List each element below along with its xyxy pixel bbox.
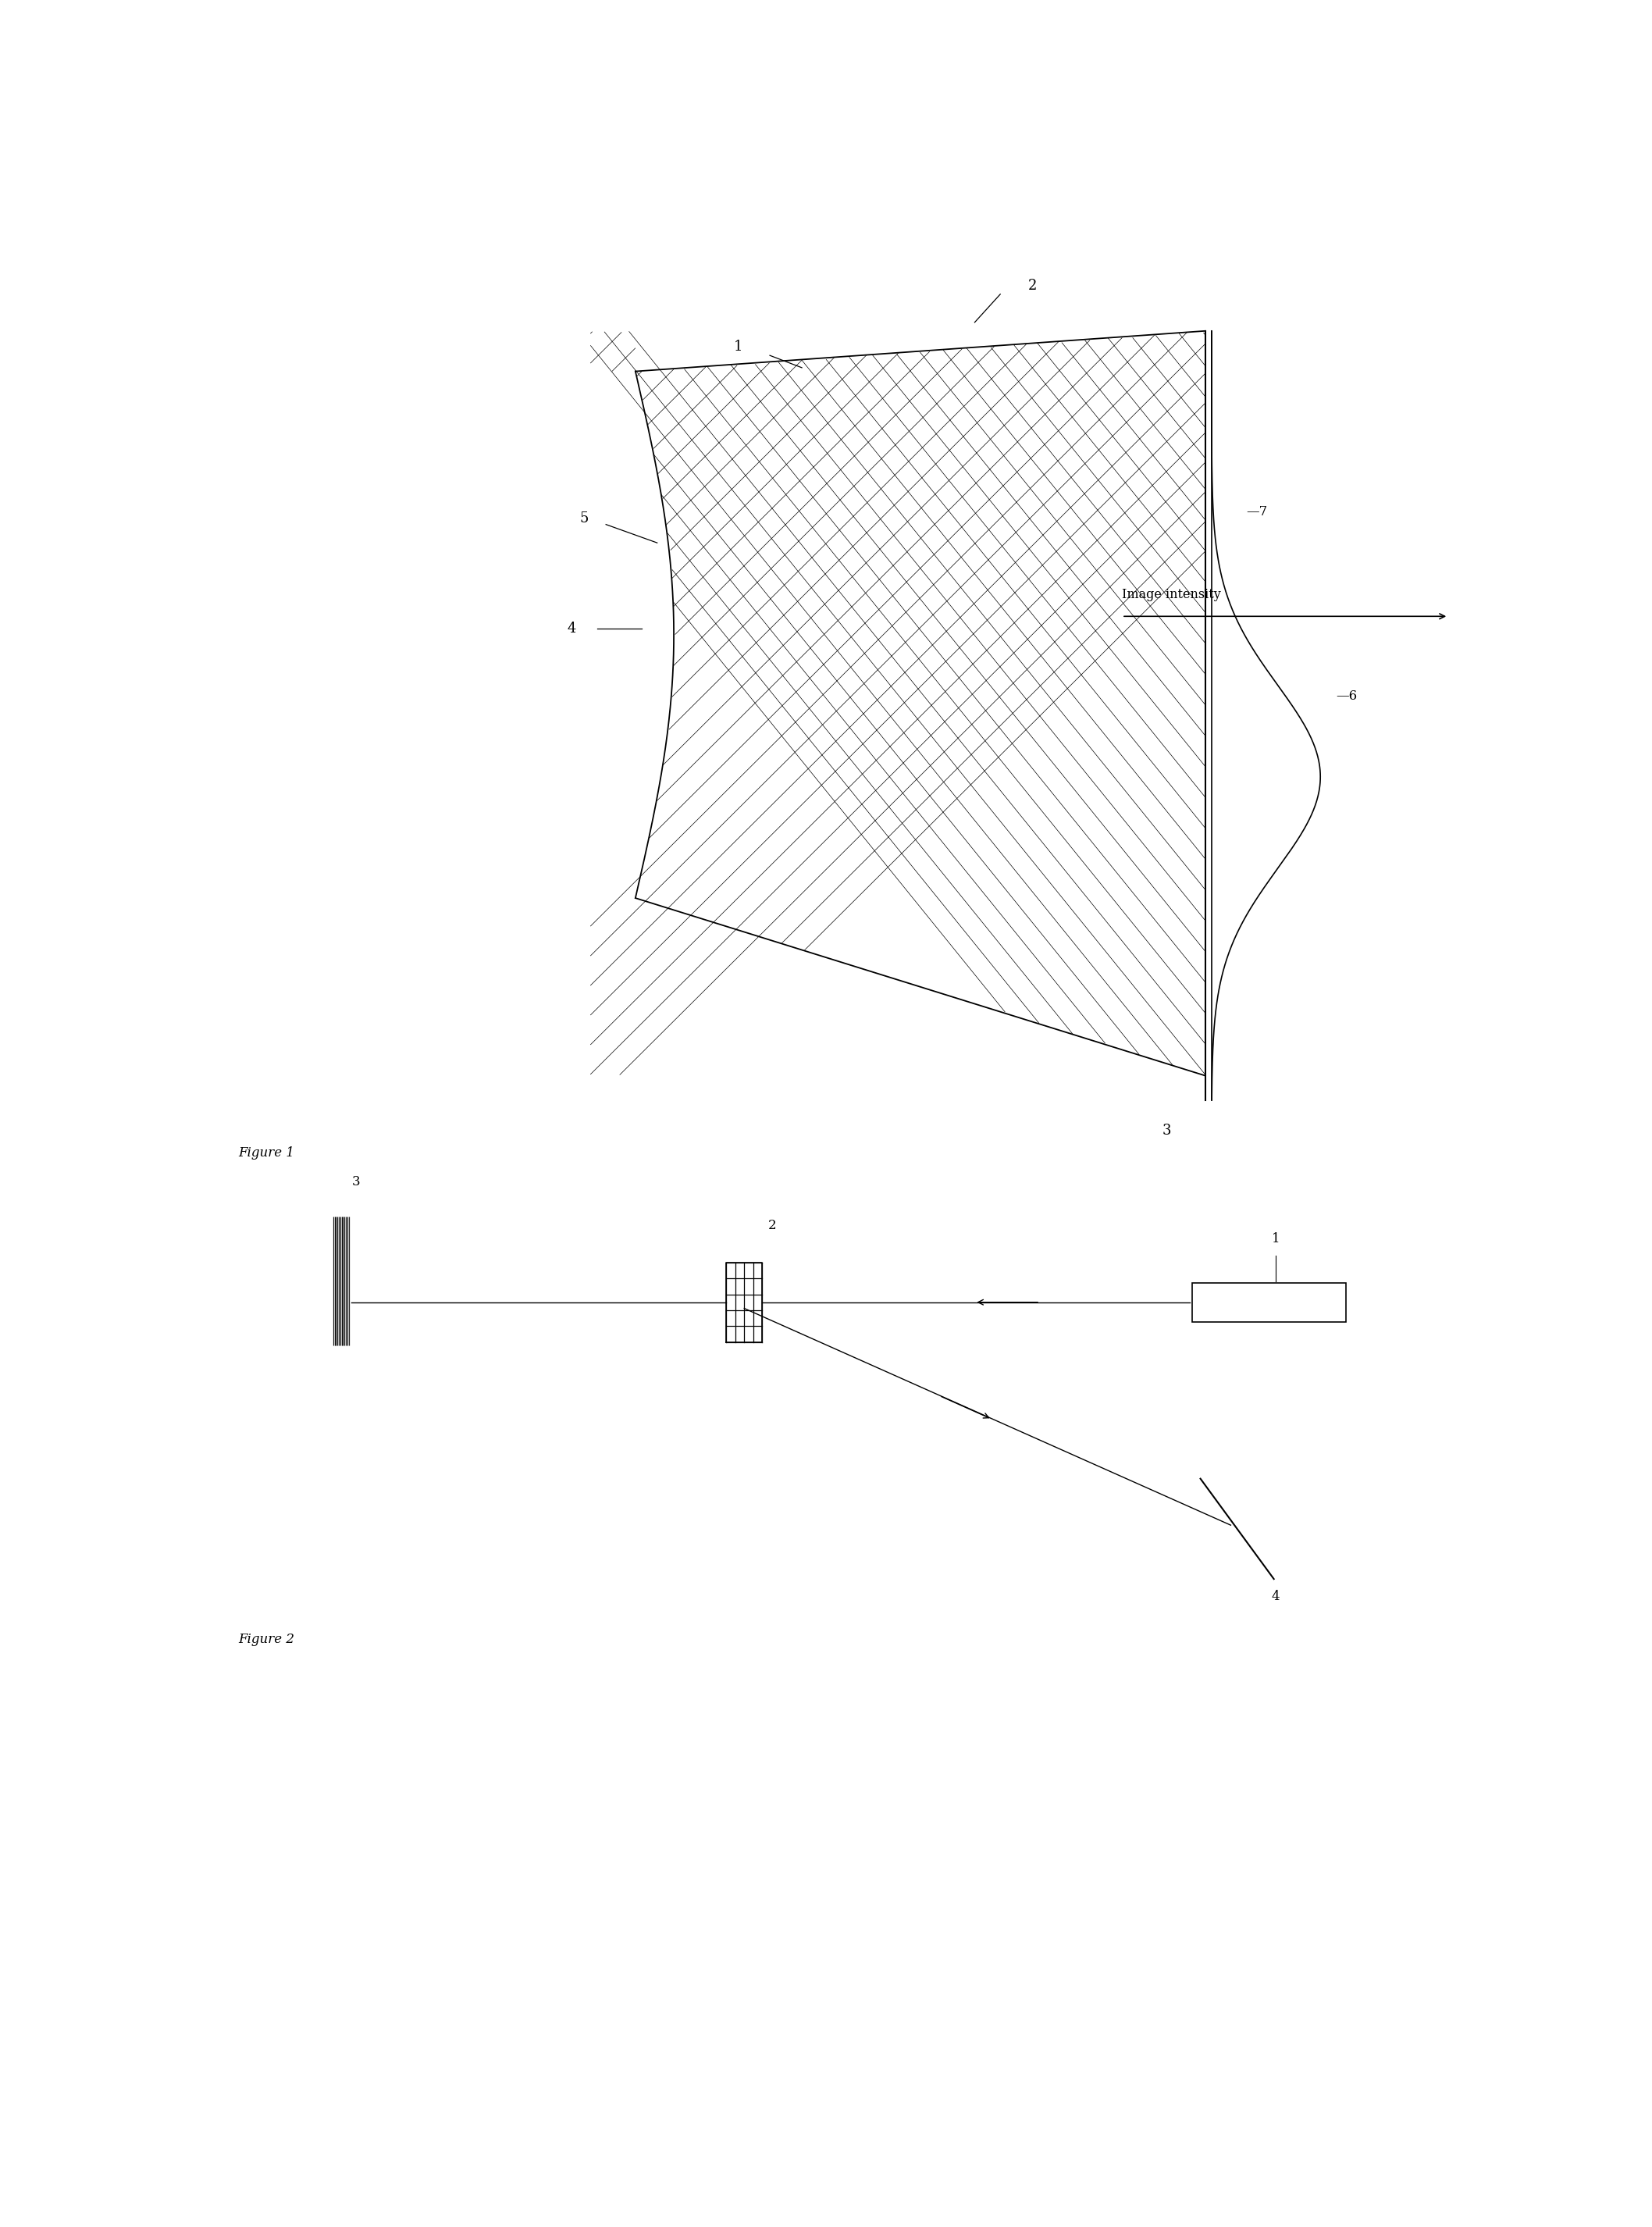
Text: Figure 1: Figure 1 (238, 1147, 294, 1160)
Text: 1: 1 (733, 341, 742, 354)
Text: 2: 2 (768, 1218, 776, 1232)
Text: Figure 2: Figure 2 (238, 1632, 294, 1646)
Text: 5: 5 (580, 512, 588, 526)
Text: Image intensity: Image intensity (1122, 588, 1221, 601)
Text: —6: —6 (1336, 690, 1356, 702)
Text: 4: 4 (1272, 1590, 1280, 1603)
Bar (1193, 1283, 1346, 1323)
Text: 2: 2 (1028, 278, 1037, 292)
Text: 3: 3 (352, 1176, 360, 1189)
Text: 3: 3 (1163, 1125, 1171, 1138)
Text: —7: —7 (1246, 506, 1267, 519)
Text: 1: 1 (1272, 1232, 1280, 1245)
Text: 4: 4 (567, 621, 577, 635)
